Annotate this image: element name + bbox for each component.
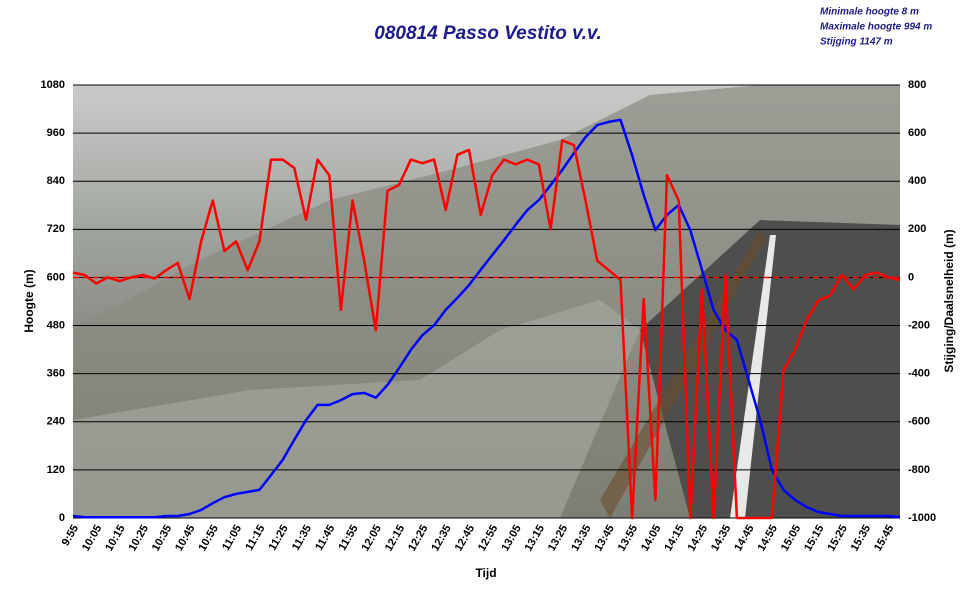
x-tick-label: 10:35: [150, 523, 174, 553]
x-tick-label: 10:25: [127, 523, 151, 553]
y2-tick-label: 600: [908, 127, 926, 139]
x-tick-label: 11:05: [220, 523, 244, 553]
x-tick-label: 11:25: [267, 523, 291, 553]
x-tick-label: 12:05: [359, 523, 383, 553]
x-tick-label: 15:05: [779, 523, 803, 553]
y2-tick-label: 200: [908, 223, 926, 235]
x-tick-label: 15:25: [825, 523, 849, 553]
data-line: [72, 139, 901, 520]
y-tick-label: 840: [47, 175, 65, 187]
x-tick-label: 15:35: [849, 523, 873, 553]
x-tick-label: 10:55: [196, 523, 220, 553]
y2-tick-label: 400: [908, 175, 926, 187]
x-tick-label: 14:15: [662, 523, 686, 553]
x-tick-label: 13:05: [499, 523, 523, 553]
annotation: Stijging 1147 m: [820, 37, 893, 48]
x-tick-label: 15:45: [872, 523, 896, 553]
data-line: [72, 118, 901, 519]
y2-tick-label: -200: [908, 319, 930, 331]
x-tick-label: 11:35: [290, 523, 314, 553]
y-tick-label: 960: [47, 127, 65, 139]
y-tick-label: 240: [47, 416, 65, 428]
y-tick-label: 120: [47, 464, 65, 476]
x-tick-label: 12:55: [476, 523, 500, 553]
x-tick-label: 11:55: [337, 523, 361, 553]
y2-tick-label: -400: [908, 368, 930, 380]
x-tick-label: 13:15: [523, 523, 547, 553]
x-tick-label: 11:45: [313, 523, 337, 553]
x-tick-label: 12:45: [453, 523, 477, 553]
x-tick-label: 14:25: [686, 523, 710, 553]
chart-title: 080814 Passo Vestito v.v.: [374, 23, 601, 44]
x-tick-label: 14:35: [709, 523, 733, 553]
x-tick-label: 11:15: [243, 523, 267, 553]
y2-tick-label: 0: [908, 271, 914, 283]
y2-tick-label: -600: [908, 416, 930, 428]
annotation: Minimale hoogte 8 m: [820, 7, 919, 18]
plot-background: [73, 85, 900, 518]
x-tick-label: 9:55: [60, 523, 81, 548]
x-tick-label: 13:25: [546, 523, 570, 553]
annotation: Maximale hoogte 994 m: [820, 22, 932, 33]
x-tick-label: 13:55: [616, 523, 640, 553]
y-tick-label: 1080: [41, 79, 65, 91]
y2-tick-label: -800: [908, 464, 930, 476]
y-tick-label: 600: [47, 271, 65, 283]
y2-tick-label: 800: [908, 79, 926, 91]
x-tick-label: 14:45: [732, 523, 756, 553]
x-tick-label: 12:25: [406, 523, 430, 553]
y-axis-label: Hoogte (m): [22, 269, 36, 332]
x-axis-label: Tijd: [475, 566, 496, 580]
y-tick-label: 480: [47, 319, 65, 331]
x-tick-label: 10:15: [103, 523, 127, 553]
x-tick-label: 10:45: [173, 523, 197, 553]
x-tick-label: 12:35: [429, 523, 453, 553]
y2-tick-label: -1000: [908, 512, 936, 524]
x-tick-label: 14:05: [639, 523, 663, 553]
x-tick-label: 15:15: [802, 523, 826, 553]
x-tick-label: 10:05: [80, 523, 104, 553]
x-tick-label: 13:35: [569, 523, 593, 553]
x-tick-label: 13:45: [592, 523, 616, 553]
x-tick-label: 14:55: [756, 523, 780, 553]
y2-axis-label: Stijging/Daalsnelheid (m): [942, 229, 956, 372]
y-tick-label: 0: [59, 512, 65, 524]
y-tick-label: 720: [47, 223, 65, 235]
y-tick-label: 360: [47, 368, 65, 380]
x-tick-label: 12:15: [383, 523, 407, 553]
